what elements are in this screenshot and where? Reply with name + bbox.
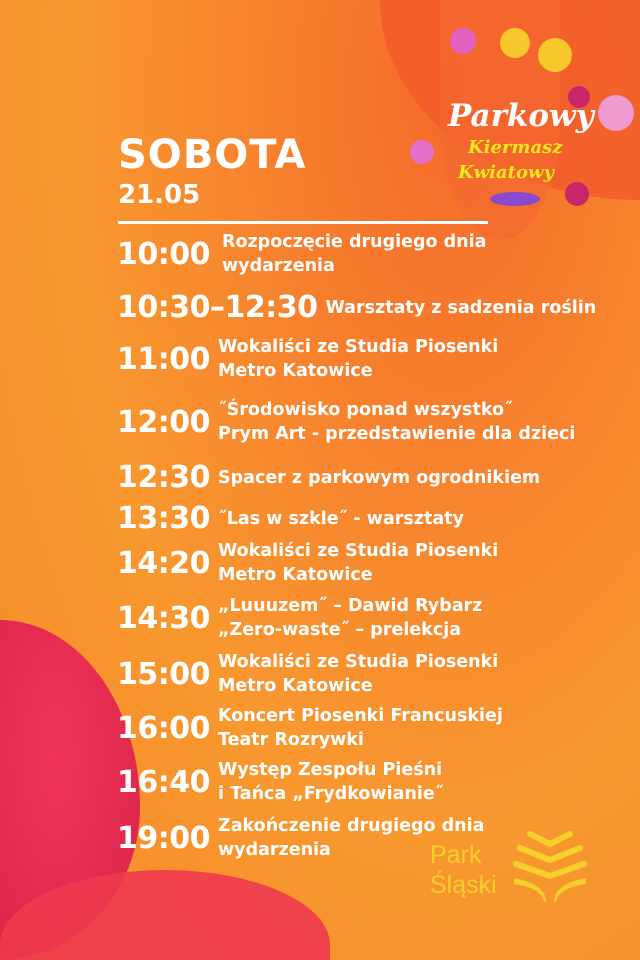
flower-icon xyxy=(568,86,590,108)
logo-title: Parkowy xyxy=(448,98,594,134)
logo-line: Śląski xyxy=(430,871,497,899)
schedule-item: 10:00 Rozpoczęcie drugiego dnia wydarzeni… xyxy=(117,230,486,278)
schedule-item: 16:40 Występ Zespołu Pieśni i Tańca „Fryd… xyxy=(117,758,443,806)
flower-icon xyxy=(598,95,634,131)
item-description: Wokaliści ze Studia Piosenki Metro Katow… xyxy=(218,337,499,381)
logo-subtitle: Kwiatowy xyxy=(458,162,554,183)
item-time: 10:00 xyxy=(117,236,211,272)
schedule-item: 14:20 Wokaliści ze Studia Piosenki Metro … xyxy=(117,539,498,587)
logo-line: Park xyxy=(430,841,482,869)
item-time: 16:40 xyxy=(117,764,211,800)
item-time: 12:00 xyxy=(117,404,211,440)
item-description: Zakończenie drugiego dnia wydarzenia xyxy=(218,816,485,860)
item-description: Wokaliści ze Studia Piosenki Metro Katow… xyxy=(218,541,499,585)
park-slaski-logo-text: Park Śląski xyxy=(430,840,497,900)
schedule-item: 16:00 Koncert Piosenki Francuskiej Teatr … xyxy=(117,704,503,752)
item-description: „Luuuzem˝ – Dawid Rybarz „Zero-waste˝ – … xyxy=(218,596,483,640)
item-description: Koncert Piosenki Francuskiej Teatr Rozry… xyxy=(218,706,503,750)
day-title: SOBOTA xyxy=(118,132,307,178)
flower-icon xyxy=(500,28,530,58)
item-time: 13:30 xyxy=(117,501,211,536)
item-description: Spacer z parkowym ogrodnikiem xyxy=(218,467,541,488)
item-time: 11:00 xyxy=(117,341,211,377)
schedule-item: 10:30–12:30 Warsztaty z sadzenia roślin xyxy=(117,290,596,325)
event-logo: Parkowy Kiermasz Kwiatowy xyxy=(400,20,635,210)
schedule-item: 13:30 ˝Las w szkle˝ - warsztaty xyxy=(117,501,464,536)
schedule-item: 15:00 Wokaliści ze Studia Piosenki Metro … xyxy=(117,650,498,698)
item-description: Rozpoczęcie drugiego dnia wydarzenia xyxy=(222,232,487,276)
schedule-item: 12:00 ˝Środowisko ponad wszystko˝ Prym Ar… xyxy=(117,398,575,446)
item-time: 16:00 xyxy=(117,710,211,746)
logo-subtitle: Kiermasz xyxy=(468,137,563,158)
item-time: 15:00 xyxy=(117,656,211,692)
schedule-item: 14:30 „Luuuzem˝ – Dawid Rybarz „Zero-wast… xyxy=(117,594,482,642)
schedule-item: 11:00 Wokaliści ze Studia Piosenki Metro … xyxy=(117,335,498,383)
item-time: 10:30–12:30 xyxy=(117,290,318,325)
item-time: 19:00 xyxy=(117,820,211,856)
schedule-item: 19:00 Zakończenie drugiego dnia wydarzeni… xyxy=(117,814,484,862)
flower-icon xyxy=(538,38,572,72)
item-time: 12:30 xyxy=(117,460,211,495)
item-description: Występ Zespołu Pieśni i Tańca „Frydkowia… xyxy=(218,760,444,804)
item-description: Wokaliści ze Studia Piosenki Metro Katow… xyxy=(218,652,499,696)
item-description: Warsztaty z sadzenia roślin xyxy=(325,297,597,318)
park-tree-icon xyxy=(513,831,587,902)
flower-icon xyxy=(490,192,540,206)
item-time: 14:30 xyxy=(117,600,211,636)
flower-icon xyxy=(410,140,434,164)
item-description: ˝Las w szkle˝ - warsztaty xyxy=(218,508,464,529)
item-description: ˝Środowisko ponad wszystko˝ Prym Art - p… xyxy=(218,400,576,444)
schedule-item: 12:30 Spacer z parkowym ogrodnikiem xyxy=(117,460,540,495)
date-label: 21.05 xyxy=(118,180,201,210)
item-time: 14:20 xyxy=(117,545,211,581)
flower-icon xyxy=(450,28,476,54)
divider xyxy=(118,221,488,224)
flower-icon xyxy=(565,182,589,206)
